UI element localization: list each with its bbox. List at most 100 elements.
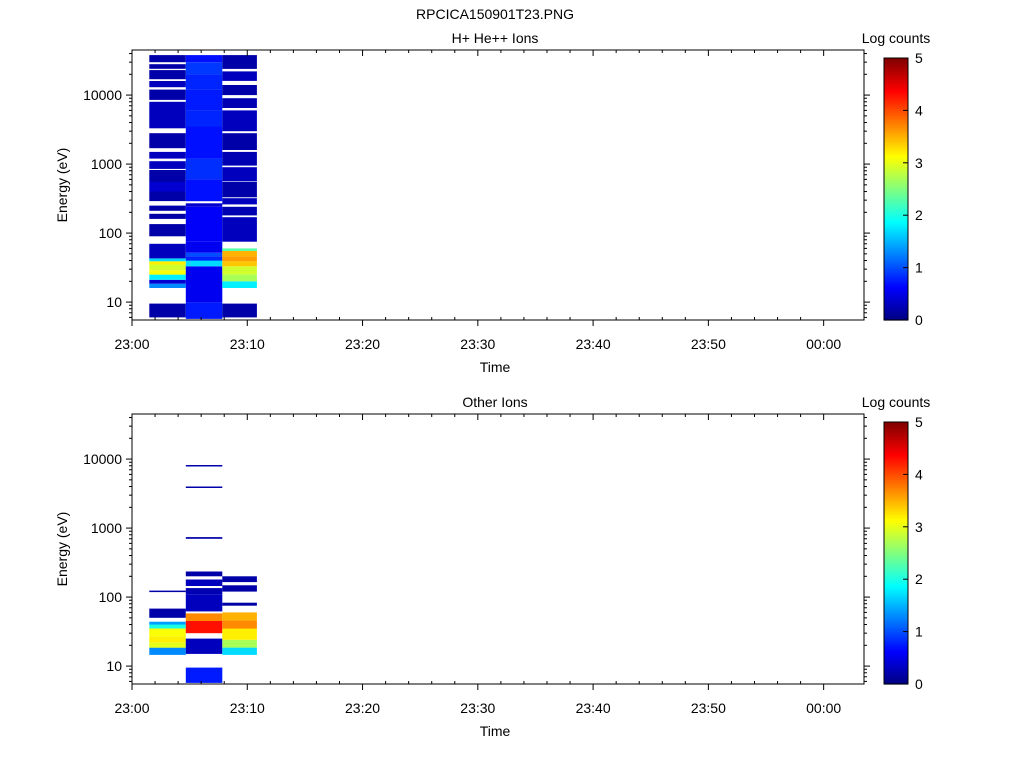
colorbar-segment (884, 309, 908, 312)
heatmap-cell-1-6 (149, 264, 186, 271)
colorbar-segment (884, 670, 908, 674)
colorbar-segment (884, 75, 908, 79)
colorbar-segment (884, 446, 908, 449)
colorbar-segment (884, 271, 908, 275)
colorbar-segment (884, 119, 908, 122)
heatmap-cell-3-4 (222, 620, 257, 629)
colorbar-segment (884, 535, 908, 539)
colorbar-segment (884, 278, 908, 282)
heatmap-cell-1-11 (149, 213, 186, 219)
heatmap-cell-2-6 (185, 241, 223, 253)
heatmap-cell-3-13 (222, 167, 257, 182)
colorbar-segment (884, 518, 908, 521)
x-tick-label: 23:30 (460, 336, 495, 352)
heatmap-cell-2-2 (185, 638, 223, 654)
colorbar-segment (884, 524, 908, 528)
colorbar-segment (884, 199, 908, 203)
colorbar-segment (884, 622, 908, 626)
colorbar-segment (884, 668, 908, 672)
colorbar-segment (884, 228, 908, 232)
colorbar-segment (884, 638, 908, 641)
panels-group: 23:00 23:10 23:20 23:30 23:40 23:50 00:0010100… (54, 30, 930, 739)
heatmap-cell-3-15 (222, 133, 257, 150)
heatmap-cell-1-2 (149, 642, 186, 648)
colorbar-segment (884, 625, 908, 628)
heatmap-cell-1-24 (149, 55, 186, 63)
colorbar-segment (884, 498, 908, 502)
colorbar-segment (884, 566, 908, 569)
colorbar-segment (884, 162, 908, 166)
colorbar-segment (884, 110, 908, 114)
colorbar-segment (884, 171, 908, 175)
colorbar-segment (884, 681, 908, 685)
colorbar-segment (884, 132, 908, 136)
heatmap-cell-1-1 (149, 647, 186, 655)
heatmap-cell-2-5 (185, 594, 223, 612)
colorbar-segment (884, 138, 908, 142)
panel-title: Other Ions (462, 394, 527, 410)
colorbar-segment (884, 182, 908, 186)
colorbar-segment (884, 154, 908, 157)
heatmap-cell-2-4 (185, 613, 223, 621)
colorbar-segment (884, 263, 908, 267)
colorbar-frame (883, 57, 909, 321)
heatmap-cell-1-4 (149, 628, 186, 637)
colorbar-segment (884, 574, 908, 578)
heatmap-cell-2-1 (185, 302, 223, 319)
heatmap-cell-2-13 (185, 89, 223, 111)
heatmap-cell-1-3 (149, 279, 186, 284)
colorbar-segment (884, 555, 908, 558)
colorbar-label: Log counts (862, 30, 931, 46)
colorbar-segment (884, 605, 908, 609)
colorbar-segment (884, 443, 908, 447)
colorbar-segment (884, 627, 908, 631)
heatmap-cell-1-2 (149, 283, 186, 288)
y-tick-label: 1000 (91, 520, 122, 536)
heatmap-cell-1-19 (149, 101, 186, 129)
heatmap-cell-3-6 (222, 602, 257, 606)
colorbar-tick-label: 1 (915, 260, 923, 276)
colorbar-segment (884, 465, 908, 469)
colorbar-segment (884, 642, 908, 646)
colorbar-tick-label: 1 (915, 624, 923, 640)
heatmap-cell-1-22 (149, 70, 186, 80)
colorbar-segment (884, 590, 908, 593)
y-tick-label: 100 (99, 589, 123, 605)
heatmap-cell-2-3 (185, 621, 223, 634)
colorbar-tick-label: 4 (915, 466, 923, 482)
colorbar-segment (884, 478, 908, 482)
heatmap-cell-2-7 (185, 206, 223, 242)
colorbar-segment (884, 526, 908, 530)
heatmap-cell-1-5 (149, 624, 186, 629)
heatmap-cell-1-9 (149, 243, 186, 259)
colorbar-segment (884, 528, 908, 532)
heatmap-cell-3-8 (222, 248, 257, 251)
colorbar-segment (884, 306, 908, 310)
colorbar-segment (884, 180, 908, 184)
colorbar-segment (884, 267, 908, 271)
heatmap-cell-3-7 (222, 585, 257, 592)
x-tick-label: 23:00 (114, 336, 149, 352)
colorbar-segment (884, 217, 908, 221)
heatmap-cell-1-15 (149, 170, 186, 182)
colorbar-segment (884, 618, 908, 622)
colorbar-segment (884, 561, 908, 565)
panel-title: H+ He++ Ions (452, 30, 539, 46)
colorbar-segment (884, 428, 908, 432)
colorbar-segment (884, 675, 908, 679)
colorbar-tick-label: 2 (915, 571, 923, 587)
heatmap-cell-3-8 (222, 576, 257, 583)
page-title: RPCICA150901T23.PNG (416, 6, 574, 22)
colorbar-segment (884, 304, 908, 308)
colorbar-segment (884, 507, 908, 510)
colorbar-tick-label: 0 (915, 312, 923, 328)
colorbar-segment (884, 140, 908, 144)
colorbar-segment (884, 594, 908, 598)
colorbar-segment (884, 280, 908, 284)
colorbar-segment (884, 662, 908, 665)
colorbar-segment (884, 77, 908, 81)
colorbar: Log counts 0 1 2 3 4 5 (862, 30, 931, 328)
colorbar-segment (884, 439, 908, 443)
colorbar-segment (884, 121, 908, 125)
colorbar-segment (884, 581, 908, 585)
